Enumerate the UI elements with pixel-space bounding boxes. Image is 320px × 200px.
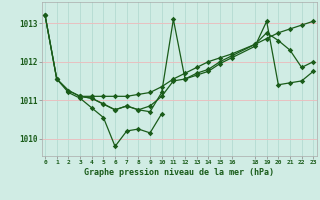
X-axis label: Graphe pression niveau de la mer (hPa): Graphe pression niveau de la mer (hPa) xyxy=(84,168,274,177)
